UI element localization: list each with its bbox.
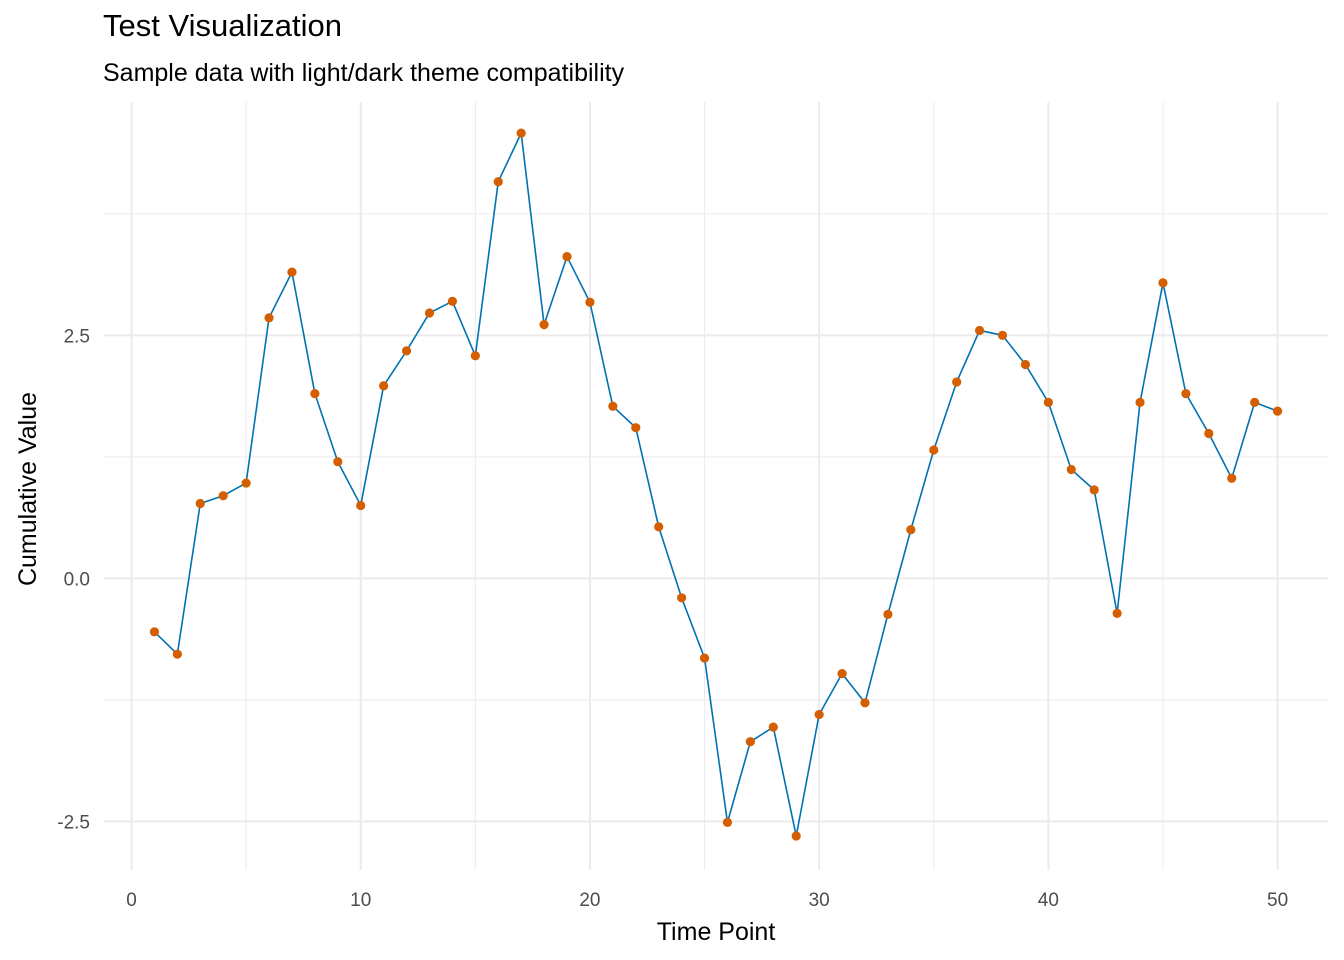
y-tick-label: 2.5 <box>64 326 90 347</box>
data-point <box>424 308 435 318</box>
y-tick-label: -2.5 <box>57 812 90 833</box>
data-point <box>493 177 503 187</box>
data-point <box>562 251 572 262</box>
data-point <box>722 817 733 827</box>
data-point <box>1181 389 1191 399</box>
data-point <box>745 737 755 747</box>
data-point <box>997 330 1008 340</box>
data-point <box>952 377 962 387</box>
data-point <box>401 346 412 356</box>
data-point <box>585 297 595 307</box>
data-point <box>860 698 870 708</box>
data-point <box>699 653 710 663</box>
x-tick-label: 30 <box>809 890 830 911</box>
data-point <box>1250 397 1260 407</box>
data-point <box>264 313 274 323</box>
data-point <box>1066 464 1076 475</box>
data-point <box>333 457 343 467</box>
data-point <box>1272 406 1283 416</box>
data-point <box>654 522 664 532</box>
data-point <box>447 296 458 306</box>
data-point <box>241 478 251 488</box>
minor-gridlines <box>104 102 1328 870</box>
y-tick-label: 0.0 <box>64 569 90 590</box>
data-point <box>172 649 182 659</box>
data-point <box>608 401 618 411</box>
data-point <box>768 722 778 732</box>
data-point <box>539 320 549 330</box>
data-point <box>1089 485 1099 495</box>
y-axis-ticks: -2.5 0.0 2.5 <box>57 326 90 833</box>
data-point <box>1112 608 1122 618</box>
series-line <box>153 132 1278 837</box>
major-gridlines <box>104 102 1328 870</box>
data-point <box>791 831 801 841</box>
chart-title: Test Visualization <box>103 8 342 43</box>
data-point <box>218 491 228 501</box>
x-tick-label: 10 <box>350 890 371 911</box>
data-point <box>149 627 160 637</box>
data-point <box>1135 397 1145 407</box>
data-point <box>814 709 824 720</box>
data-point <box>906 525 916 535</box>
x-axis-ticks: 0 10 20 30 40 50 <box>126 890 1288 911</box>
x-axis-title: Time Point <box>657 918 776 946</box>
x-tick-label: 50 <box>1267 890 1288 911</box>
data-point <box>883 609 893 619</box>
data-point <box>287 267 297 277</box>
chart-subtitle: Sample data with light/dark theme compat… <box>103 59 625 87</box>
data-point <box>929 445 939 455</box>
data-point <box>356 500 366 511</box>
data-point <box>1043 397 1053 407</box>
data-point <box>1227 473 1237 483</box>
x-tick-label: 0 <box>126 890 137 911</box>
y-axis-title: Cumulative Value <box>14 392 42 586</box>
data-point <box>837 669 847 679</box>
data-point <box>631 423 641 433</box>
x-tick-label: 40 <box>1038 890 1059 911</box>
data-point <box>1158 278 1168 288</box>
points-layer <box>149 128 1283 841</box>
data-point <box>677 593 687 603</box>
data-point <box>195 498 205 509</box>
series-layer <box>153 132 1278 837</box>
data-point <box>470 351 480 361</box>
data-point <box>516 128 526 138</box>
data-point <box>1204 428 1214 439</box>
data-point <box>310 389 320 399</box>
x-tick-label: 20 <box>579 890 600 911</box>
data-point <box>974 325 985 336</box>
data-point <box>1020 359 1031 370</box>
data-point <box>379 381 389 391</box>
